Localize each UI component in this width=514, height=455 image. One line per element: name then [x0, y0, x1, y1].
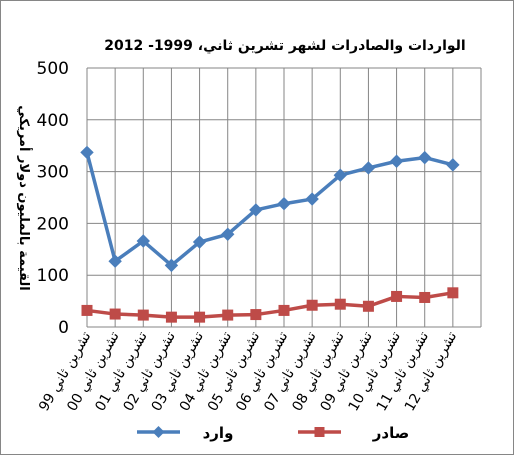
data-point-square — [362, 300, 374, 312]
data-point-square — [109, 308, 121, 320]
y-tick-labels: 0 100 200 300 400 500 — [37, 59, 69, 338]
data-point-diamond — [446, 158, 460, 172]
data-point-square — [334, 298, 346, 310]
data-point-diamond — [221, 227, 235, 241]
data-point-square — [391, 290, 403, 302]
y-tick-label: 500 — [37, 59, 69, 79]
data-point-square — [250, 309, 262, 321]
legend: وارد صادر — [137, 424, 409, 442]
data-point-square — [165, 311, 177, 323]
y-tick-label: 400 — [37, 111, 69, 131]
data-point-diamond — [192, 235, 207, 249]
legend-label-1: وارد — [203, 424, 234, 442]
data-point-diamond — [305, 192, 319, 206]
y-tick-label: 200 — [37, 214, 69, 234]
data-point-square — [194, 311, 206, 323]
data-point-diamond — [418, 150, 432, 165]
data-point-diamond — [277, 197, 291, 211]
data-point-diamond — [249, 203, 263, 217]
y-tick-label: 0 — [58, 318, 69, 338]
y-tick-label: 100 — [37, 266, 69, 286]
data-point-square — [81, 304, 93, 316]
data-point-diamond — [108, 254, 122, 268]
data-point-diamond — [164, 258, 179, 273]
legend-marker-diamond — [152, 426, 165, 438]
data-point-diamond — [136, 234, 150, 248]
data-point-diamond — [361, 161, 376, 175]
data-point-diamond — [389, 154, 404, 168]
data-point-square — [419, 291, 431, 303]
data-point-square — [278, 304, 290, 316]
data-point-square — [137, 309, 149, 321]
legend-marker-square — [314, 427, 325, 437]
data-point-diamond — [80, 145, 94, 160]
axes — [86, 68, 481, 328]
legend-label-2: صادر — [372, 424, 409, 442]
y-axis-label: القيمة بالمليون دولار أمريكي — [16, 105, 33, 291]
data-point-square — [447, 287, 459, 299]
data-point-square — [306, 299, 318, 311]
data-series — [80, 145, 460, 323]
data-point-diamond — [333, 168, 347, 182]
y-tick-label: 300 — [37, 163, 69, 183]
chart-title: الواردات والصادرات لشهر تشرين ثاني، 1999… — [104, 38, 465, 54]
data-point-square — [222, 309, 234, 321]
